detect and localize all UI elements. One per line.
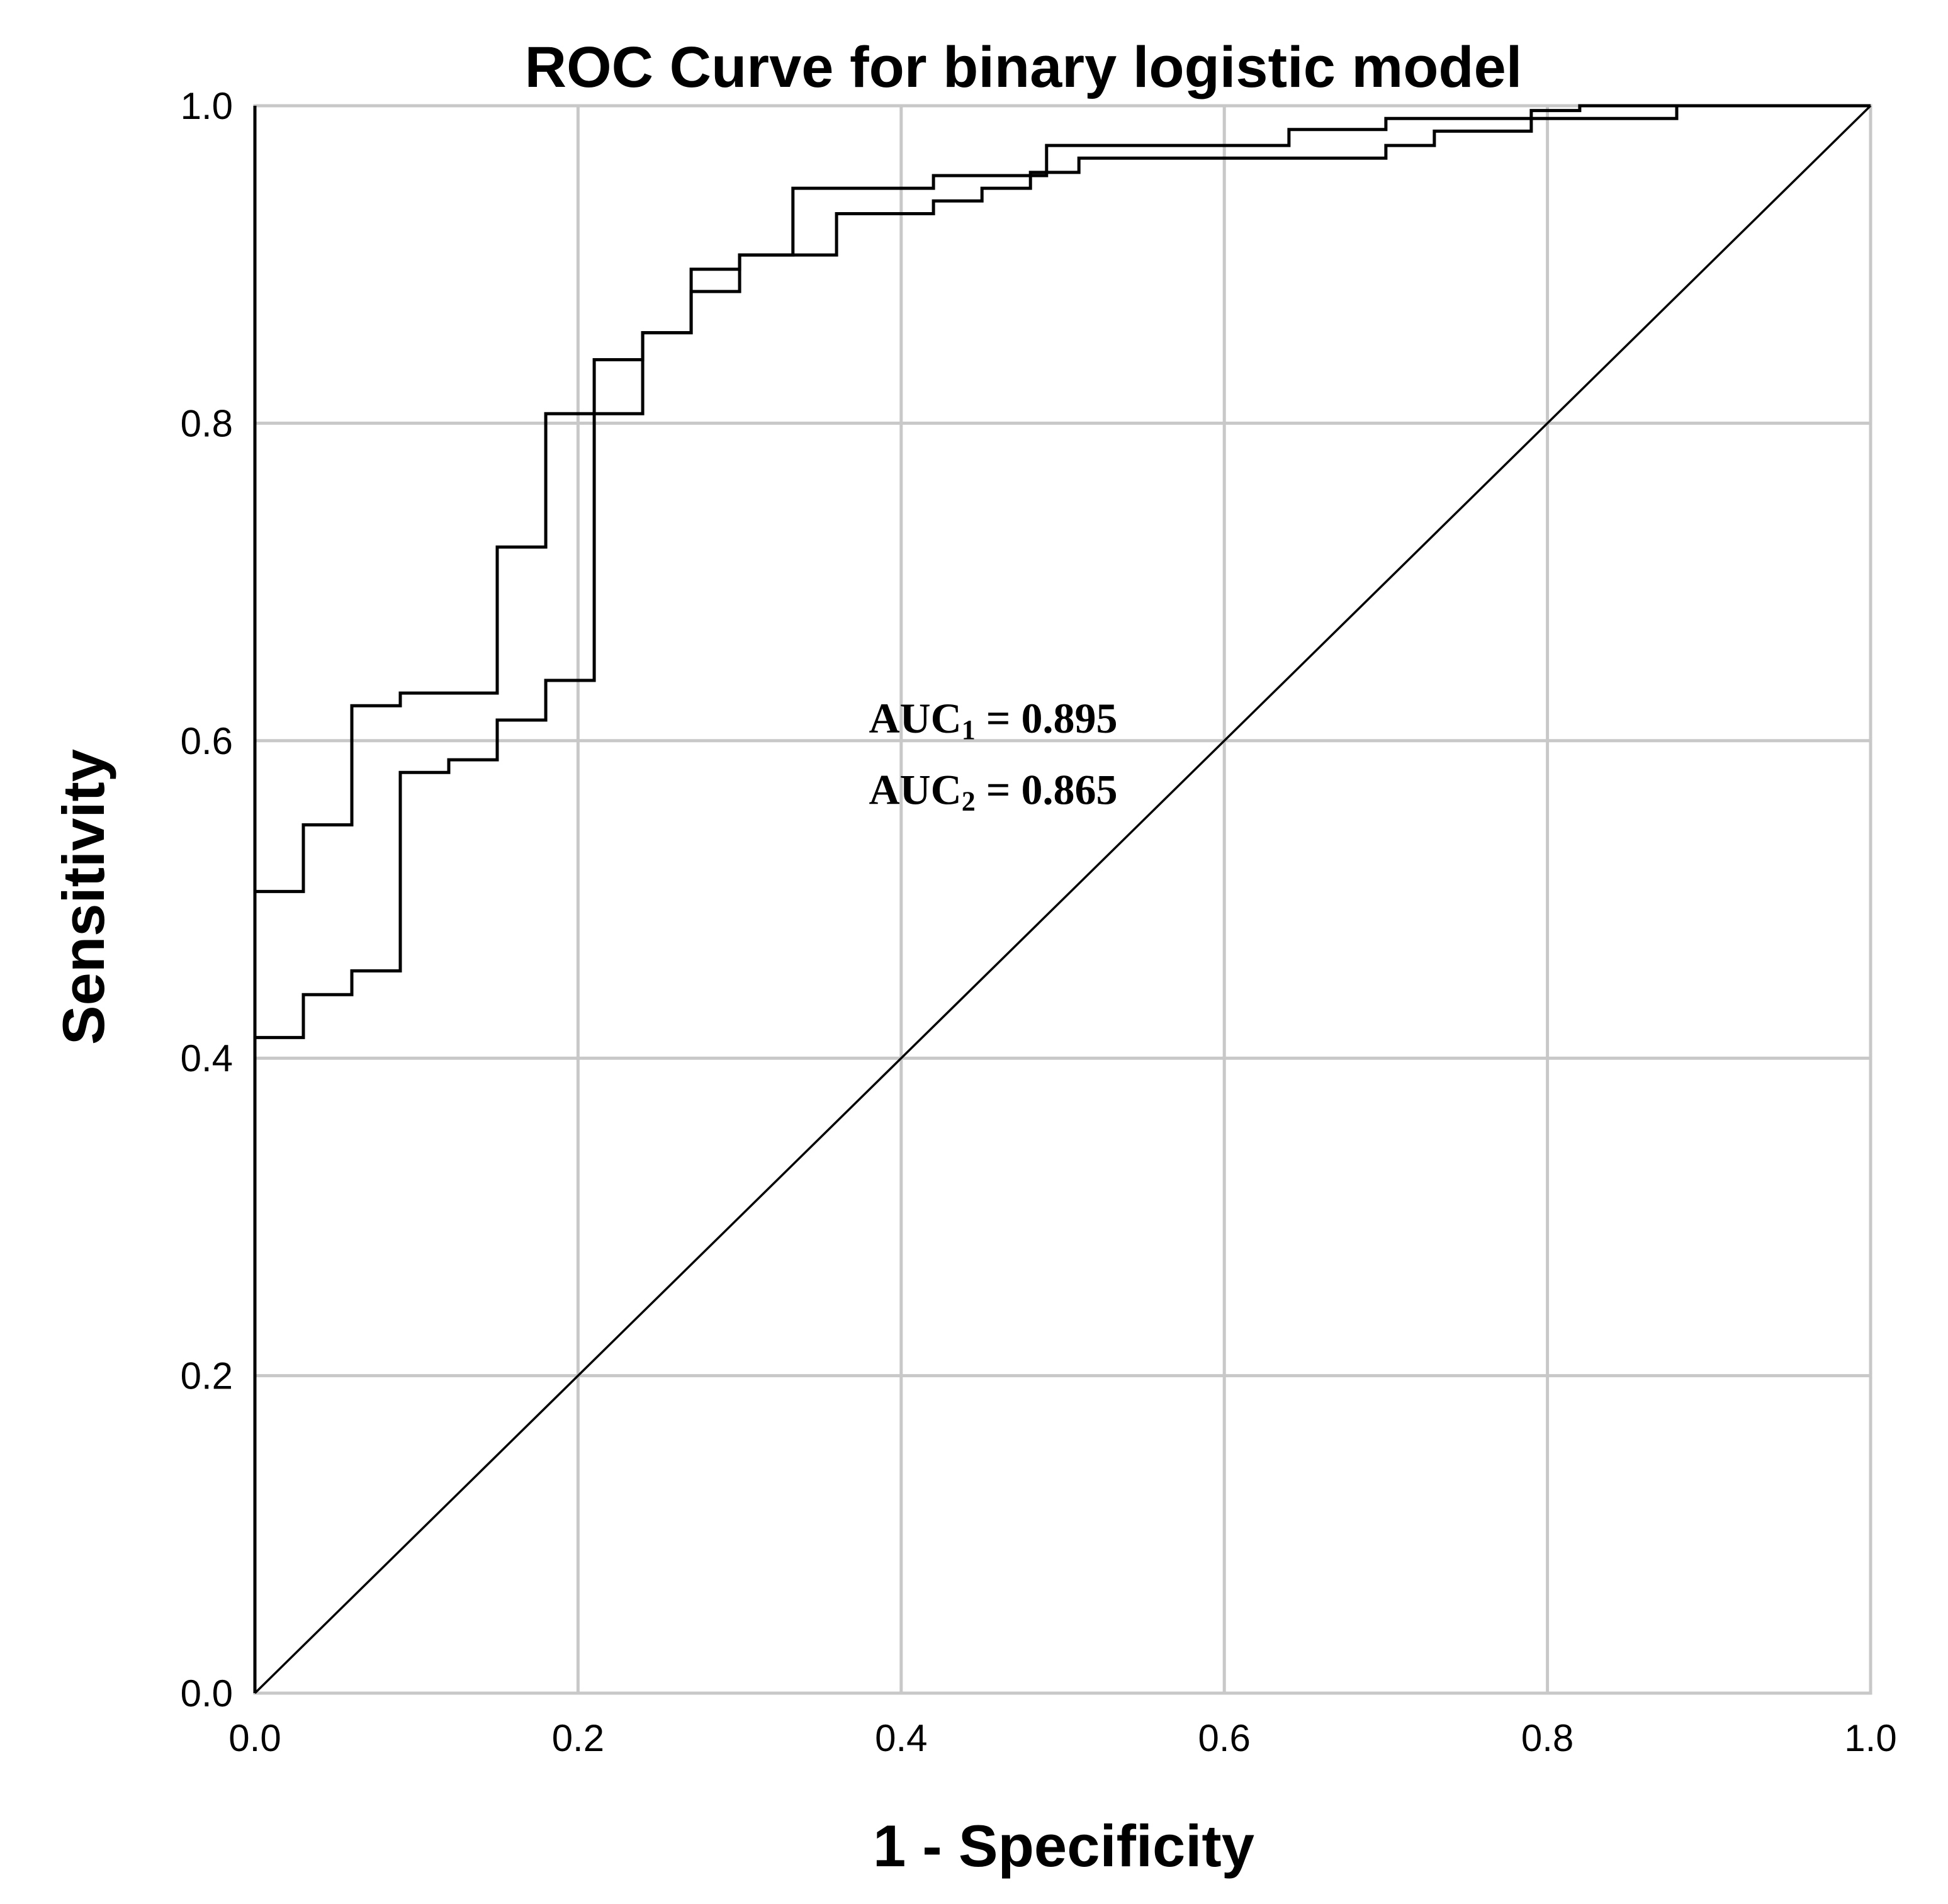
auc-annotation-1: AUC1 = 0.895 [869, 694, 1117, 745]
auc-annotation-2: AUC2 = 0.865 [869, 766, 1117, 817]
y-tick-label-3: 0.6 [181, 720, 233, 762]
x-tick-label-4: 0.8 [1521, 1717, 1574, 1759]
chart-title: ROC Curve for binary logistic model [525, 35, 1523, 99]
x-tick-label-2: 0.4 [875, 1717, 927, 1759]
x-tick-label-3: 0.6 [1198, 1717, 1250, 1759]
y-tick-label-0: 0.0 [181, 1672, 233, 1715]
x-axis-label: 1 - Specificity [873, 1813, 1254, 1879]
reference-diagonal-line [254, 104, 1872, 1694]
y-axis-label: Sensitivity [50, 749, 116, 1045]
roc-series-group [253, 104, 1871, 1693]
roc-curve-model-2 [253, 104, 1871, 1693]
y-tick-label-1: 0.2 [181, 1355, 233, 1397]
x-tick-label-5: 1.0 [1844, 1717, 1896, 1759]
grid [253, 104, 1872, 1695]
auc-annotations: AUC1 = 0.895 AUC2 = 0.865 [869, 694, 1117, 816]
tick-labels: 0.0 0.2 0.4 0.6 0.8 1.0 0.0 0.2 0.4 0.6 0.8 1.0 [181, 85, 1897, 1759]
y-tick-label-4: 0.8 [181, 402, 233, 444]
x-tick-label-0: 0.0 [228, 1717, 281, 1759]
reference-line-group [254, 104, 1872, 1694]
y-tick-label-5: 1.0 [181, 85, 233, 127]
x-tick-label-1: 0.2 [552, 1717, 604, 1759]
y-tick-label-2: 0.4 [181, 1037, 233, 1079]
